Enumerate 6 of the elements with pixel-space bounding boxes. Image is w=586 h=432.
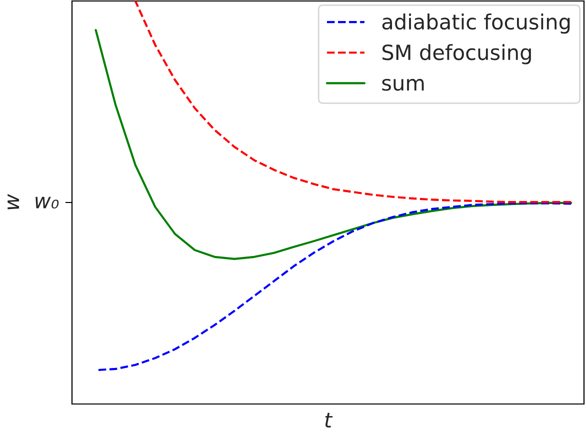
y-axis-title: w xyxy=(8,194,20,210)
legend-label: adiabatic focusing xyxy=(382,14,570,34)
x-axis-title: t xyxy=(325,412,333,428)
legend-label: SM defocusing xyxy=(382,44,531,64)
text: w₀ xyxy=(36,196,59,208)
legend-label: sum xyxy=(382,78,424,91)
